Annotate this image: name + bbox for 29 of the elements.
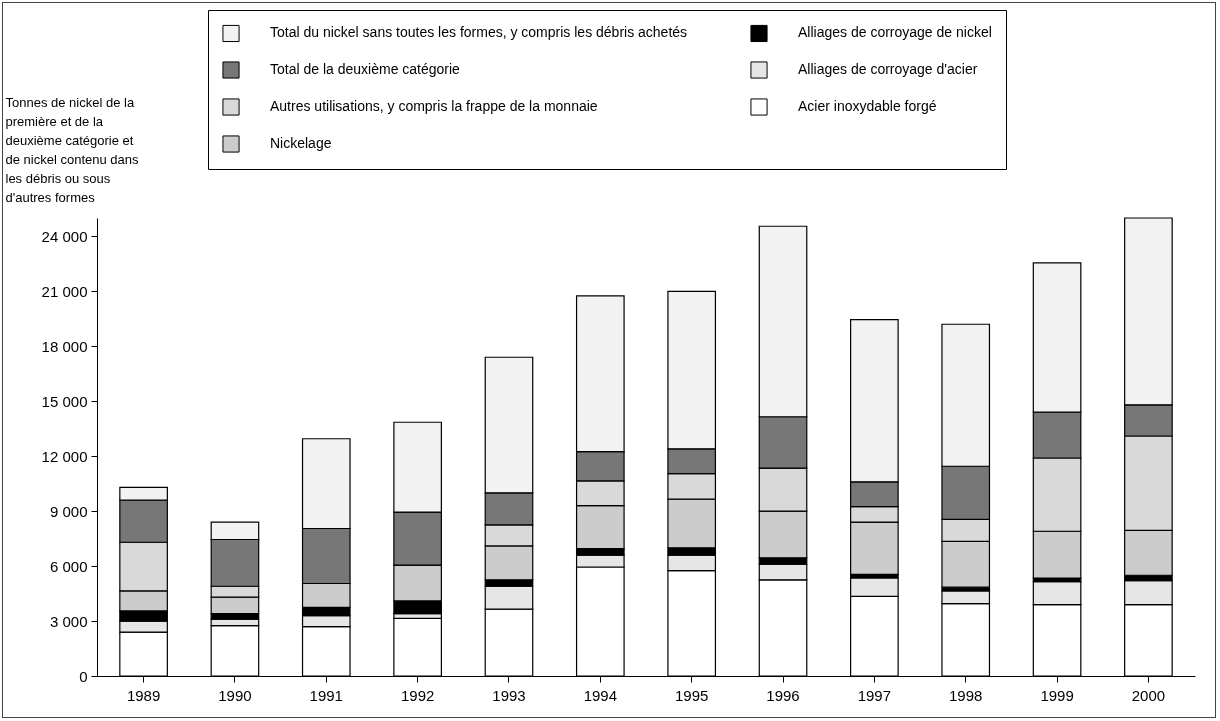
x-tick-label: 1997 [857,686,892,704]
y-tick-label: 18 000 [41,337,88,355]
x-tick-label: 1994 [583,686,618,704]
legend-label: Autres utilisations, y compris la frappe de la monnaie [270,98,598,114]
x-tick-label: 1993 [492,686,526,704]
legend-label: Total de la deuxième catégorie [270,61,461,77]
y-tick-label: 6 000 [49,557,88,575]
x-tick-label: 2000 [1131,686,1166,704]
y-tick-label: 21 000 [41,282,88,300]
x-tick-label: 1989 [126,686,161,704]
y-tick-label: 12 000 [41,447,88,465]
x-tick-label: 1991 [309,686,343,704]
x-tick-label: 1990 [218,686,252,704]
legend-label: Nickelage [270,135,332,151]
x-tick-label: 1996 [766,686,800,704]
y-tick-label: 0 [79,667,88,685]
legend-label: Alliages de corroyage d'acier [798,61,978,77]
y-axis-title: Tonnes de nickel de la première et de la deuxième catégorie et de nickel contenu dans les débris ou sous d'autres formes [5,94,139,205]
legend-label: Alliages de corroyage de nickel [798,24,992,41]
x-tick-label: 1992 [400,686,435,704]
x-tick-label: 1998 [949,686,983,704]
legend-label: Total du nickel sans toutes les formes, y compris les débris achetés [270,24,688,41]
legend-label: Acier inoxydable forgé [798,98,937,114]
y-tick-label: 24 000 [41,227,88,245]
x-tick-label: 1995 [674,686,709,704]
y-tick-label: 9 000 [49,502,88,520]
x-tick-label: 1999 [1040,686,1074,704]
y-tick-label: 3 000 [49,612,88,630]
y-tick-label: 15 000 [41,392,88,410]
